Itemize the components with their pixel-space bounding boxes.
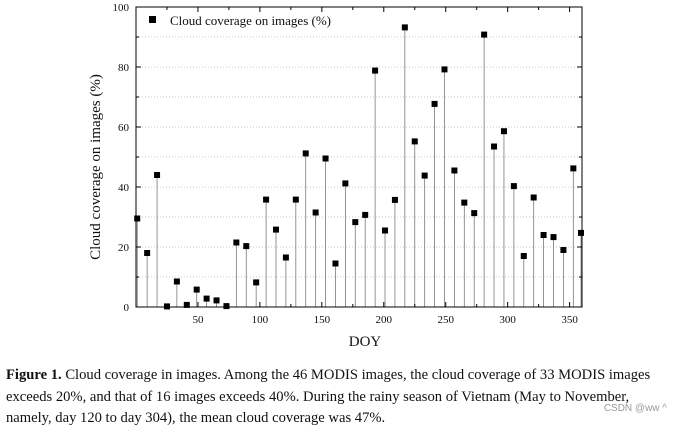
y-axis-label: Cloud coverage on images (%) (88, 74, 104, 260)
data-point (520, 253, 527, 259)
data-point (481, 31, 488, 38)
x-tick-label: 200 (376, 314, 393, 326)
data-point (282, 254, 289, 261)
data-point (471, 210, 478, 217)
data-point (362, 211, 369, 218)
data-point (372, 67, 379, 74)
cloud-coverage-chart: 0 20 40 60 80 100 50 100 150 200 250 300 350 DOY Clo… (88, 2, 584, 350)
data-point (193, 286, 200, 293)
axes (135, 6, 583, 308)
data-point (560, 247, 567, 253)
data-point (431, 100, 438, 107)
y-tick-label: 100 (113, 2, 130, 14)
data-point (441, 66, 448, 73)
y-tick-label: 80 (118, 62, 130, 74)
data-point (263, 196, 270, 203)
data-point (223, 303, 230, 310)
data-point (134, 215, 141, 222)
x-axis-label: DOY (349, 334, 382, 350)
data-point (578, 229, 584, 236)
data-point (352, 219, 359, 226)
data-point (401, 24, 408, 31)
stem-lines (136, 27, 582, 307)
data-point (342, 180, 349, 187)
data-point (173, 278, 180, 285)
data-point (312, 209, 319, 216)
data-point (550, 234, 557, 241)
x-tick-label: 100 (252, 314, 269, 326)
data-point (451, 167, 458, 174)
watermark: CSDN @ww ^ (603, 403, 667, 414)
data-point (233, 239, 240, 246)
data-point (213, 297, 220, 304)
y-tick-label: 20 (118, 242, 130, 254)
data-point (421, 172, 428, 179)
x-tick-label: 150 (314, 314, 331, 326)
y-tick-label: 60 (118, 122, 130, 134)
data-point (461, 199, 468, 206)
data-point (411, 138, 418, 145)
caption-label: Figure 1. (6, 367, 62, 383)
grid-lines (136, 36, 582, 278)
data-point (272, 226, 279, 233)
data-point (500, 128, 507, 135)
data-point (243, 243, 250, 250)
figure-caption: Figure 1. Cloud coverage in images. Amon… (6, 365, 674, 430)
legend: Cloud coverage on images (%) (149, 13, 331, 28)
data-point (183, 301, 190, 308)
data-point (144, 250, 151, 256)
y-tick-label: 40 (118, 182, 130, 194)
x-tick-label: 50 (192, 314, 204, 326)
data-point (530, 194, 537, 201)
data-point (540, 232, 547, 238)
data-point (302, 150, 309, 157)
tick-labels: 0 20 40 60 80 100 50 100 150 200 250 300 350 (113, 2, 579, 326)
x-tick-label: 300 (499, 314, 516, 326)
x-tick-label: 350 (561, 314, 578, 326)
legend-label: Cloud coverage on images (%) (170, 13, 331, 28)
data-point (292, 196, 299, 203)
y-tick-label: 0 (124, 302, 130, 314)
data-point (203, 295, 210, 302)
data-point (510, 183, 517, 190)
data-point (154, 172, 161, 178)
data-point (332, 260, 339, 267)
data-point (382, 227, 389, 234)
caption-text: Cloud coverage in images. Among the 46 M… (6, 367, 651, 426)
data-point (322, 155, 329, 162)
data-markers (134, 24, 584, 310)
data-point (391, 196, 398, 203)
data-point (253, 279, 260, 286)
legend-marker (149, 16, 156, 23)
x-tick-label: 250 (437, 314, 454, 326)
data-point (491, 143, 498, 150)
data-point (570, 165, 577, 172)
